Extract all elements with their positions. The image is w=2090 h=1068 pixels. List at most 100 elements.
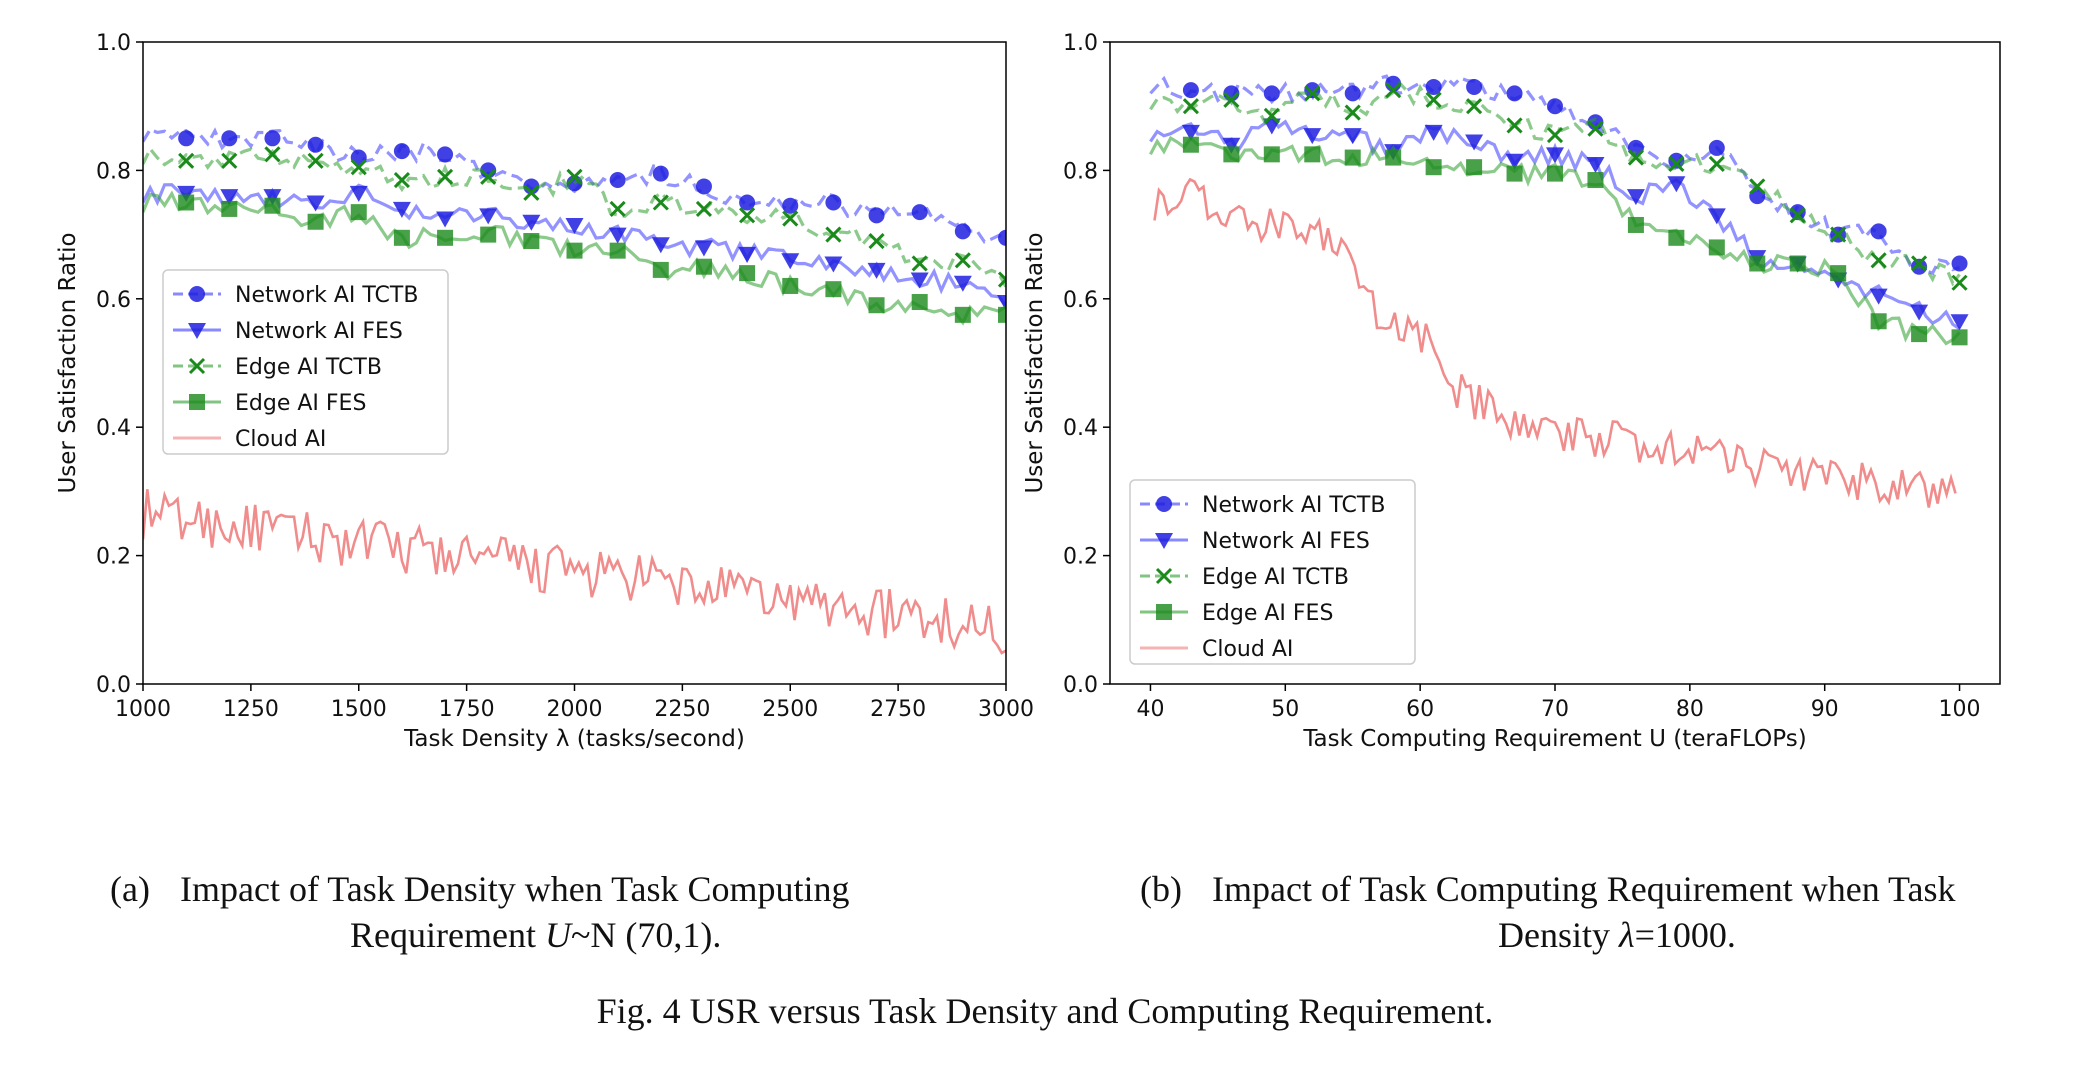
legend-entry: Edge AI TCTB	[1140, 565, 1349, 590]
legend-entry: Network AI FES	[1140, 529, 1370, 554]
data-point	[1951, 329, 1968, 346]
data-point	[1547, 98, 1563, 115]
data-point	[264, 130, 281, 147]
data-point	[867, 262, 886, 279]
legend-marker	[1155, 567, 1173, 585]
series-network-ai-tctb	[143, 127, 1006, 246]
data-point	[954, 306, 971, 323]
series-network-ai-fes	[1149, 114, 1969, 331]
data-point	[1182, 82, 1199, 99]
subcaption-b-line2-prefix: Density	[1498, 915, 1619, 955]
y-tick-label: 1.0	[1063, 31, 1098, 56]
data-point-stroke-2	[1466, 98, 1483, 115]
plot-frame	[1109, 41, 2001, 685]
data-point	[609, 200, 626, 217]
series-edge-ai-fes	[143, 190, 1006, 326]
legend-label: Network AI FES	[235, 319, 403, 344]
data-point	[1586, 156, 1605, 173]
data-point	[1707, 208, 1726, 225]
data-point	[911, 294, 928, 311]
subcaption-a-line1: Impact of Task Density when Task Computi…	[180, 869, 850, 909]
data-point	[824, 256, 843, 273]
data-point-stroke-2	[1830, 226, 1847, 243]
cloud-ai-line	[143, 489, 1006, 655]
data-point-stroke-1	[997, 271, 1006, 282]
data-point	[349, 185, 368, 202]
data-point-stroke-2	[1668, 155, 1685, 173]
data-point	[221, 130, 238, 147]
plot-area	[1149, 74, 1969, 508]
data-point	[1344, 104, 1361, 121]
data-point	[1708, 155, 1725, 173]
data-point-stroke-2	[954, 252, 971, 269]
data-point	[652, 261, 669, 278]
data-point	[1304, 146, 1321, 163]
data-point	[1830, 226, 1847, 243]
data-point	[695, 178, 712, 195]
data-point	[1425, 78, 1442, 95]
data-point	[1910, 304, 1929, 321]
data-point-stroke-2	[1789, 207, 1806, 224]
x-axis-label: Task Computing Requirement U (teraFLOPs)	[1302, 726, 1806, 752]
data-point	[480, 168, 497, 185]
x-axis-label: Task Density λ (tasks/second)	[403, 726, 745, 752]
data-point	[350, 204, 367, 221]
x-tick-label: 60	[1406, 697, 1434, 722]
data-point	[178, 152, 195, 169]
data-point	[566, 242, 583, 259]
x-tick-label: 2750	[870, 697, 926, 722]
subcaption-a-label: (a)	[110, 869, 150, 909]
subcaption-b-line2-suffix: =1000.	[1634, 915, 1736, 955]
data-point	[1505, 153, 1524, 170]
data-point-stroke-2	[1749, 178, 1766, 195]
subcaption-b: (b) Impact of Task Computing Requirement…	[1140, 868, 2080, 956]
legend-label: Edge AI TCTB	[235, 355, 382, 380]
data-point-stroke-2	[566, 168, 583, 185]
x-tick-label: 1750	[439, 697, 495, 722]
x-tick-label: 90	[1811, 697, 1839, 722]
data-point	[1668, 229, 1685, 246]
data-point-stroke-2	[307, 152, 324, 169]
x-tick-label: 1250	[223, 697, 279, 722]
legend-entry: Network AI FES	[173, 319, 403, 344]
data-point	[1911, 255, 1928, 272]
legend-entry: Network AI TCTB	[1140, 493, 1385, 518]
subcaption-a: (a) Impact of Task Density when Task Com…	[110, 868, 1030, 956]
series-cloud-ai	[143, 489, 1006, 655]
data-point-stroke-2	[1587, 120, 1604, 137]
data-point-stroke-2	[825, 226, 842, 243]
data-point	[1425, 91, 1442, 108]
data-point	[220, 189, 239, 206]
data-point	[221, 152, 238, 169]
data-point	[997, 271, 1006, 288]
data-point-stroke-2	[1263, 107, 1280, 124]
data-point	[1222, 137, 1241, 154]
data-point-stroke-2	[1870, 252, 1887, 269]
data-point	[392, 201, 411, 218]
data-point	[1789, 204, 1806, 221]
y-tick-label: 0.2	[1063, 545, 1098, 570]
data-point	[651, 237, 670, 254]
legend-label: Network AI FES	[1202, 529, 1370, 554]
data-point	[306, 195, 325, 212]
data-point	[911, 255, 928, 272]
data-point	[953, 275, 972, 292]
data-point	[998, 229, 1006, 246]
data-point	[1182, 136, 1199, 153]
legend-label: Cloud AI	[1202, 637, 1293, 662]
data-point	[954, 223, 971, 240]
data-point	[1911, 326, 1928, 343]
legend-marker	[1156, 604, 1172, 620]
data-point	[1343, 128, 1362, 145]
data-point-stroke-2	[911, 255, 928, 272]
data-point	[178, 194, 195, 211]
y-tick-label: 0.0	[96, 673, 131, 698]
data-point	[1830, 265, 1847, 282]
data-point	[177, 185, 196, 202]
data-point	[393, 229, 410, 246]
data-point	[1385, 82, 1402, 99]
x-tick-label: 2500	[762, 697, 818, 722]
data-point	[1749, 255, 1766, 272]
legend-entry: Cloud AI	[173, 427, 326, 452]
